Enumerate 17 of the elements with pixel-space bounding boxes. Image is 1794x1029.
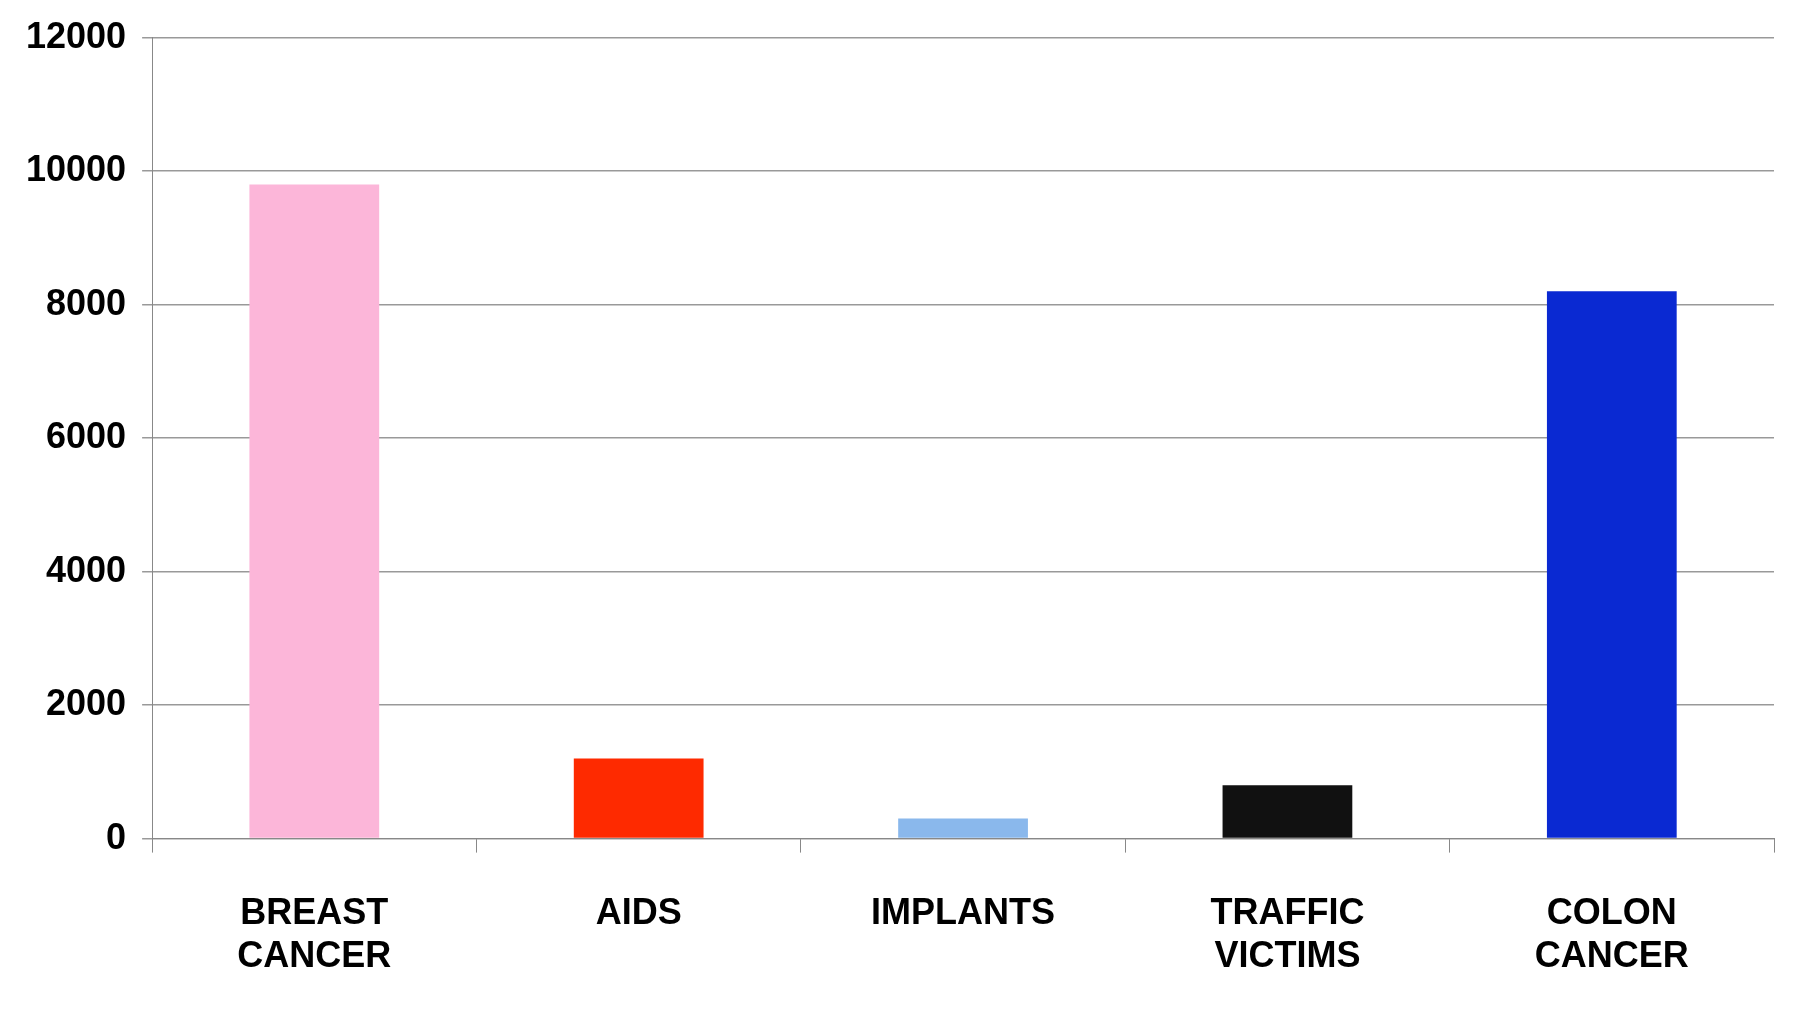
y-tick-label: 12000 [26,14,127,56]
x-tick-label: IMPLANTS [871,891,1056,933]
bar [249,184,380,838]
y-tick-label: 4000 [46,548,127,590]
y-tick-label: 10000 [26,148,127,190]
y-tick-label: 2000 [46,682,127,724]
y-tick-label: 8000 [46,281,127,323]
x-tick-label: BREAST CANCER [237,891,392,976]
x-tick-label: TRAFFIC VICTIMS [1210,891,1365,976]
y-tick-label: 0 [106,815,127,857]
bar [573,758,704,838]
bar [1546,291,1677,838]
bar [898,818,1028,838]
bar [1222,785,1353,838]
y-tick-label: 6000 [46,415,127,457]
x-tick-label: COLON CANCER [1534,891,1689,976]
x-tick-label: AIDS [595,891,682,933]
